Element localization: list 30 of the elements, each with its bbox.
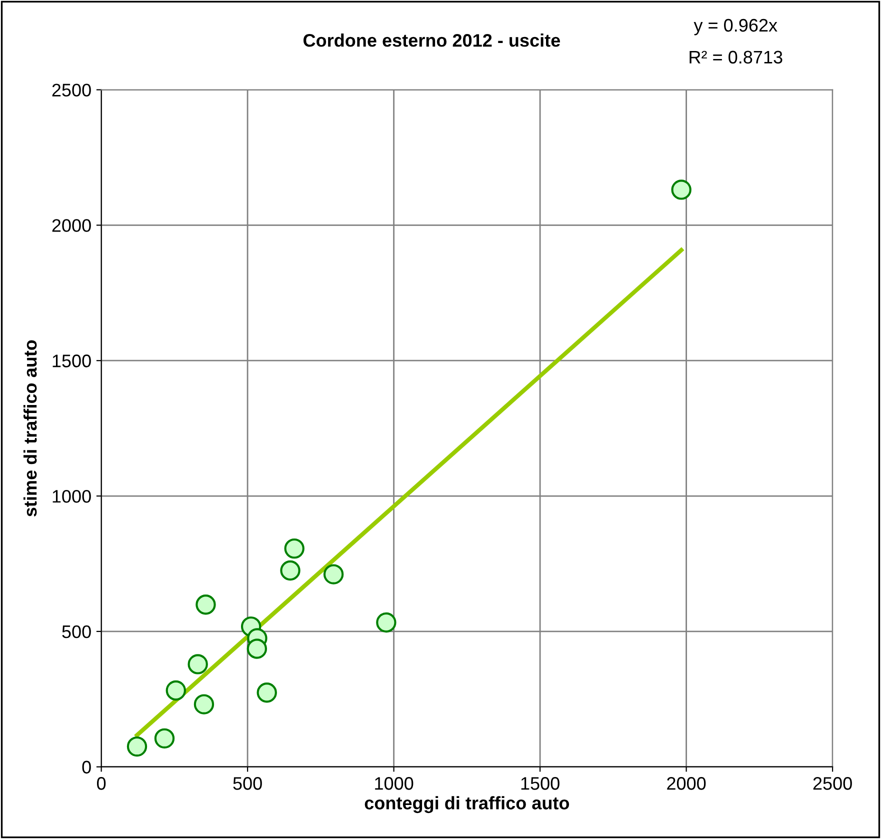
chart-title: Cordone esterno 2012 - uscite	[304, 34, 560, 47]
x-axis-title: conteggi di traffico auto	[364, 796, 570, 814]
point	[194, 694, 214, 714]
point	[196, 594, 216, 615]
y-tick-label: 1500	[52, 354, 91, 368]
x-tick-label: 1500	[521, 777, 560, 790]
x-tick-label: 2500	[813, 777, 852, 790]
text: y = 0.962x	[694, 18, 778, 36]
point	[323, 564, 344, 584]
point	[256, 682, 277, 703]
x-tick-label: 0	[97, 777, 106, 790]
point	[280, 560, 300, 581]
point	[376, 612, 396, 633]
y-tick-label: 2500	[52, 84, 91, 96]
point	[284, 538, 304, 559]
point	[246, 638, 268, 659]
point	[154, 728, 175, 749]
y-tick-label: 500	[62, 625, 91, 638]
y-tick-label: 0	[82, 760, 91, 774]
x-tick-label: 1000	[375, 777, 414, 790]
y-axis-title: stime di traffico auto	[23, 340, 37, 516]
point	[671, 180, 692, 200]
point	[166, 680, 186, 701]
text: R² = 0.8713	[690, 50, 782, 64]
y-tick-label: 2000	[52, 219, 91, 232]
y-tick-label: 1000	[52, 490, 91, 503]
x-tick-label: 500	[233, 777, 262, 790]
point	[126, 736, 148, 757]
point	[188, 654, 208, 674]
x-tick-label: 2000	[667, 777, 706, 790]
